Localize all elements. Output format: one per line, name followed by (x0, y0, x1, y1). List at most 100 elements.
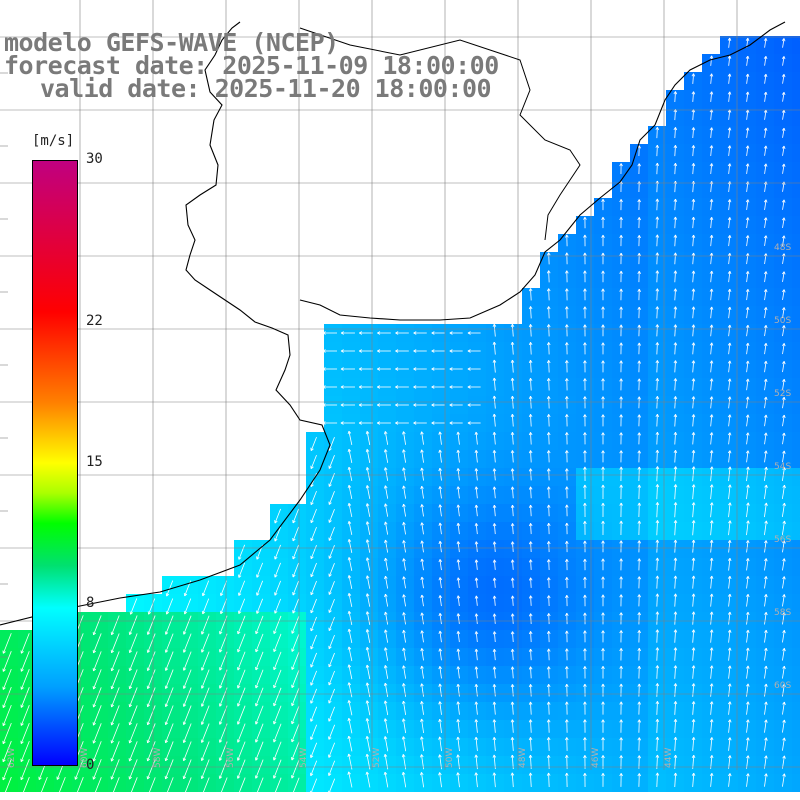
wind-arrow-head (619, 270, 622, 274)
wind-arrow-head (602, 306, 605, 310)
wind-arrow-head (673, 324, 676, 328)
wind-arrow (710, 306, 713, 319)
wind-arrow-head (638, 342, 641, 346)
wind-arrow-head (638, 145, 641, 149)
wind-arrow (746, 360, 749, 373)
wind-arrow (548, 432, 550, 445)
wind-arrow-head (673, 396, 676, 400)
longitude-label: 46W (591, 748, 601, 768)
wind-arrow (710, 342, 713, 355)
wind-arrow-head (601, 306, 604, 310)
wind-arrow-head (655, 216, 658, 220)
wind-arrow-head (783, 343, 786, 347)
wind-arrow (746, 163, 749, 174)
wind-arrow-head (675, 252, 678, 256)
wind-arrow-head (449, 331, 453, 334)
wind-arrow-head (675, 91, 678, 95)
wind-arrow (493, 342, 496, 355)
wind-arrow-head (637, 253, 640, 257)
wind-arrow-head (493, 359, 497, 363)
wind-arrow-head (530, 342, 533, 346)
wind-arrow-head (781, 253, 785, 257)
wind-arrow-head (691, 181, 694, 184)
wind-arrow-head (467, 386, 471, 389)
wind-arrow-head (601, 288, 604, 292)
wind-arrow-head (693, 288, 696, 292)
wind-cell (792, 54, 800, 72)
wind-arrow-head (548, 306, 551, 310)
wind-arrow-head (528, 306, 531, 310)
wind-arrow (746, 145, 749, 156)
wind-arrow-head (566, 360, 569, 364)
wind-arrow (764, 92, 767, 102)
wind-arrow-head (638, 253, 641, 257)
wind-arrow (746, 217, 749, 229)
wind-arrow-head (747, 91, 750, 95)
wind-arrow-head (783, 307, 786, 311)
wind-arrow (728, 289, 731, 301)
wind-arrow (511, 378, 514, 391)
wind-arrow-head (340, 332, 344, 335)
wind-arrow-head (602, 216, 605, 220)
wind-arrow (746, 73, 749, 84)
wind-arrow (710, 199, 713, 211)
wind-arrow-head (691, 378, 694, 382)
wind-arrow-head (492, 377, 495, 381)
wind-arrow-head (729, 91, 732, 95)
wind-arrow-head (510, 414, 513, 418)
latitude-label: 54S (774, 462, 791, 472)
wind-arrow-head (693, 234, 696, 238)
wind-arrow-head (675, 288, 678, 292)
wind-arrow-head (729, 342, 732, 346)
wind-arrow-head (655, 378, 658, 382)
wind-arrow-head (765, 396, 768, 400)
wind-arrow-head (729, 199, 732, 203)
wind-arrow-head (727, 360, 731, 364)
wind-arrow (710, 163, 713, 175)
wind-cell (792, 108, 800, 126)
wind-arrow-head (781, 38, 785, 42)
longitude-label: 62W (7, 748, 17, 768)
wind-arrow-head (709, 288, 713, 292)
wind-arrow-head (322, 386, 326, 389)
wind-arrow-head (729, 127, 732, 131)
wind-arrow-head (763, 91, 767, 95)
wind-arrow-head (693, 360, 696, 364)
wind-arrow-head (601, 252, 604, 256)
wind-arrow-head (729, 163, 732, 167)
wind-arrow-head (467, 422, 471, 425)
wind-arrow-head (747, 360, 750, 364)
wind-arrow-head (638, 235, 641, 239)
wind-arrow-head (413, 367, 417, 370)
wind-arrow-head (747, 163, 750, 167)
wind-cell (792, 216, 800, 234)
latitude-label: 60S (774, 681, 791, 691)
wind-arrow-head (655, 144, 658, 148)
wind-arrow (656, 342, 658, 355)
wind-arrow-head (584, 252, 587, 256)
wind-arrow (782, 253, 785, 265)
wind-arrow-head (711, 270, 714, 274)
wind-arrow-head (548, 252, 551, 256)
wind-cell (792, 432, 800, 450)
wind-arrow (710, 360, 713, 373)
wind-arrow-head (745, 271, 749, 274)
wind-arrow-head (765, 343, 768, 347)
wind-arrow-head (657, 270, 660, 274)
wind-arrow-head (783, 325, 786, 329)
wind-arrow (530, 396, 532, 409)
wind-arrow (782, 361, 785, 373)
wind-arrow-head (546, 306, 549, 310)
wind-arrow-head (619, 217, 622, 221)
wind-arrow-head (709, 396, 713, 400)
wind-arrow-head (340, 386, 344, 389)
wind-arrow-head (709, 55, 712, 59)
wind-arrow (493, 324, 496, 337)
wind-arrow (674, 324, 676, 337)
wind-arrow-head (602, 378, 605, 382)
wind-arrow (710, 271, 713, 283)
wind-arrow-head (781, 127, 785, 131)
wind-arrow (728, 163, 731, 175)
wind-arrow-head (693, 127, 696, 131)
